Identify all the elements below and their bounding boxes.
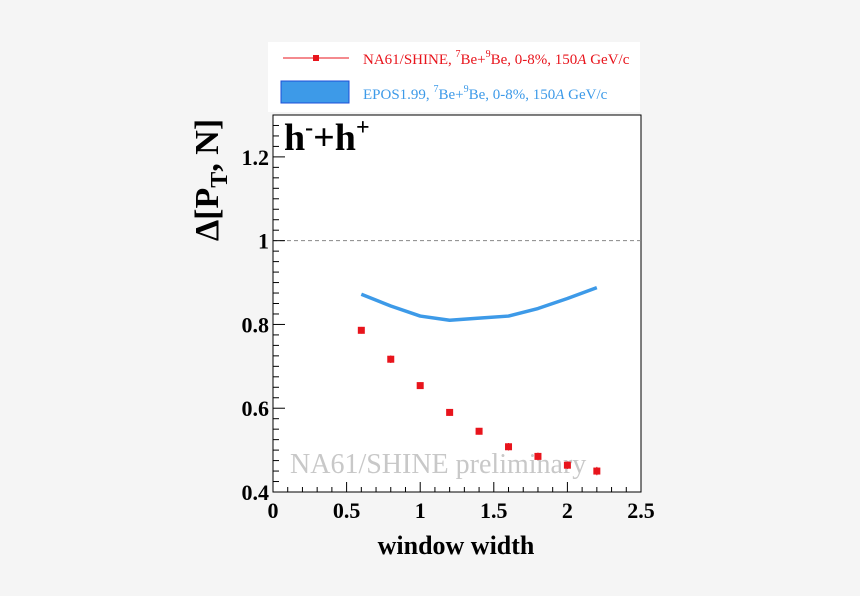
x-tick-label: 0 bbox=[268, 498, 279, 523]
x-tick-label: 1.5 bbox=[480, 498, 508, 523]
y-tick-label: 1 bbox=[258, 229, 269, 254]
tick-layer: 0 0.5 1 1.5 2 2.5 0.4 0.6 0.8 1 1.2 bbox=[242, 114, 655, 523]
data-point-na61 bbox=[446, 408, 454, 416]
x-axis-label: window width bbox=[378, 531, 535, 560]
legend-label-epos: EPOS1.99, 7Be+9Be, 0-8%, 150A GeV/c bbox=[363, 84, 608, 103]
watermark: NA61/SHINE preliminary bbox=[290, 449, 586, 480]
legend-symbols bbox=[280, 55, 350, 104]
x-tick-label: 0.5 bbox=[333, 498, 361, 523]
plot-title: h-+h+ bbox=[284, 115, 370, 159]
x-tick-label: 1 bbox=[415, 498, 426, 523]
series-layer bbox=[357, 285, 601, 476]
data-point-na61 bbox=[505, 443, 513, 451]
data-point-na61 bbox=[475, 427, 483, 435]
plot-area bbox=[272, 114, 642, 493]
y-tick-label: 0.6 bbox=[242, 396, 270, 421]
legend-swatch-epos bbox=[280, 80, 350, 104]
data-point-na61 bbox=[416, 382, 424, 390]
y-tick-label: 1.2 bbox=[242, 145, 270, 170]
data-point-na61 bbox=[563, 461, 571, 469]
x-tick-label: 2 bbox=[562, 498, 573, 523]
data-point-na61 bbox=[357, 326, 365, 334]
series-line-epos bbox=[360, 285, 598, 323]
legend-label-na61: NA61/SHINE, 7Be+9Be, 0-8%, 150A GeV/c bbox=[363, 49, 630, 68]
data-point-na61 bbox=[593, 467, 601, 475]
data-point-na61 bbox=[387, 355, 395, 363]
y-tick-label: 0.4 bbox=[242, 480, 270, 505]
x-tick-label: 2.5 bbox=[627, 498, 655, 523]
data-point-na61 bbox=[534, 452, 542, 460]
y-tick-label: 0.8 bbox=[242, 312, 270, 337]
y-axis-label: Δ[PT, N] bbox=[189, 119, 233, 241]
legend-marker-na61 bbox=[313, 55, 319, 61]
